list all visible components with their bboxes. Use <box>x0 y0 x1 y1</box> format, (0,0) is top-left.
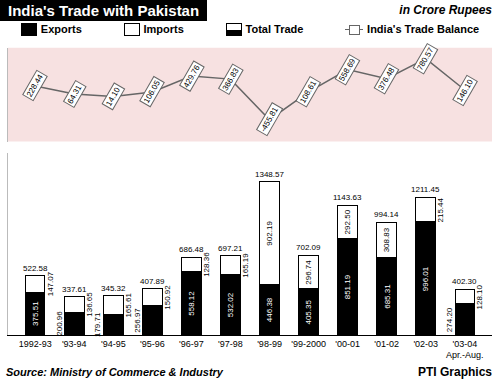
svg-text:228.44: 228.44 <box>25 72 45 98</box>
svg-text:108.61: 108.61 <box>298 79 318 105</box>
svg-text:902.19: 902.19 <box>265 221 274 246</box>
svg-text:128.10: 128.10 <box>475 284 484 309</box>
svg-text:'95-96: '95-96 <box>140 339 165 349</box>
svg-text:292.50: 292.50 <box>343 209 352 234</box>
svg-text:558.69: 558.69 <box>337 57 357 83</box>
svg-text:165.61: 165.61 <box>124 293 133 318</box>
svg-text:851.19: 851.19 <box>343 274 352 299</box>
svg-text:532.02: 532.02 <box>226 292 235 317</box>
svg-text:337.61: 337.61 <box>62 285 87 294</box>
svg-text:402.30: 402.30 <box>452 277 477 286</box>
svg-text:405.35: 405.35 <box>304 300 313 325</box>
svg-text:366.83: 366.83 <box>221 66 241 92</box>
svg-text:200.96: 200.96 <box>55 311 64 336</box>
svg-text:1143.63: 1143.63 <box>333 193 362 202</box>
svg-text:376.48: 376.48 <box>376 66 396 92</box>
html-text:India's Trade with Pakistan: India's Trade with Pakistan <box>8 2 200 19</box>
svg-text:1211.45: 1211.45 <box>411 185 440 194</box>
svg-text:558.12: 558.12 <box>187 291 196 316</box>
svg-text:128.36: 128.36 <box>202 252 211 277</box>
svg-text:256.97: 256.97 <box>133 308 142 333</box>
svg-text:150.92: 150.92 <box>163 285 172 310</box>
html-text:Source: Ministry of Commerce &: Source: Ministry of Commerce & Industry <box>6 366 223 378</box>
svg-text:165.19: 165.19 <box>241 253 250 278</box>
svg-text:375.51: 375.51 <box>31 301 40 326</box>
svg-text:446.38: 446.38 <box>265 297 274 322</box>
svg-text:1348.57: 1348.57 <box>255 170 284 179</box>
svg-text:146.10: 146.10 <box>455 77 475 103</box>
html-text:Total Trade: Total Trade <box>245 23 304 35</box>
svg-text:179.71: 179.71 <box>93 312 102 337</box>
svg-text:'93-94: '93-94 <box>62 339 87 349</box>
svg-text:345.32: 345.32 <box>101 284 126 293</box>
svg-text:'97-98: '97-98 <box>218 339 243 349</box>
svg-text:147.07: 147.07 <box>46 271 55 296</box>
svg-text:'03-04: '03-04 <box>452 339 477 349</box>
svg-text:'01-02: '01-02 <box>374 339 399 349</box>
svg-text:-455.81: -455.81 <box>259 105 281 133</box>
svg-text:296.74: 296.74 <box>304 260 313 285</box>
svg-text:686.48: 686.48 <box>179 245 204 254</box>
svg-text:Apr.-Aug.: Apr.-Aug. <box>446 350 484 360</box>
svg-text:215.44: 215.44 <box>436 198 445 223</box>
svg-text:308.83: 308.83 <box>382 227 391 252</box>
svg-text:702.09: 702.09 <box>296 243 321 252</box>
svg-text:697.21: 697.21 <box>218 244 243 253</box>
svg-text:'99-2000: '99-2000 <box>291 339 326 349</box>
html-text:India's Trade Balance: India's Trade Balance <box>367 23 480 35</box>
svg-text:64.31: 64.31 <box>66 83 84 105</box>
svg-text:429.76: 429.76 <box>182 63 202 89</box>
svg-text:1992-93: 1992-93 <box>19 339 52 349</box>
svg-text:'96-97: '96-97 <box>179 339 204 349</box>
html-text:PTI Graphics: PTI Graphics <box>418 365 492 379</box>
svg-text:'02-03: '02-03 <box>413 339 438 349</box>
svg-text:407.89: 407.89 <box>140 277 165 286</box>
svg-text:522.58: 522.58 <box>23 264 48 273</box>
svg-text:274.20: 274.20 <box>445 307 454 332</box>
svg-text:106.05: 106.05 <box>142 79 162 105</box>
svg-text:996.01: 996.01 <box>421 266 430 291</box>
html-text:in Crore Rupees: in Crore Rupees <box>399 3 492 17</box>
svg-text:'00-01: '00-01 <box>335 339 360 349</box>
svg-text:994.14: 994.14 <box>374 210 399 219</box>
svg-text:'98-99: '98-99 <box>257 339 282 349</box>
svg-text:685.31: 685.31 <box>383 284 392 309</box>
html-text:Exports: Exports <box>40 23 82 35</box>
svg-text:14.10: 14.10 <box>104 85 122 107</box>
html-text:Imports: Imports <box>143 23 184 35</box>
svg-text:'94-95: '94-95 <box>101 339 126 349</box>
svg-text:780.57: 780.57 <box>415 46 435 72</box>
svg-text:136.65: 136.65 <box>85 292 94 317</box>
